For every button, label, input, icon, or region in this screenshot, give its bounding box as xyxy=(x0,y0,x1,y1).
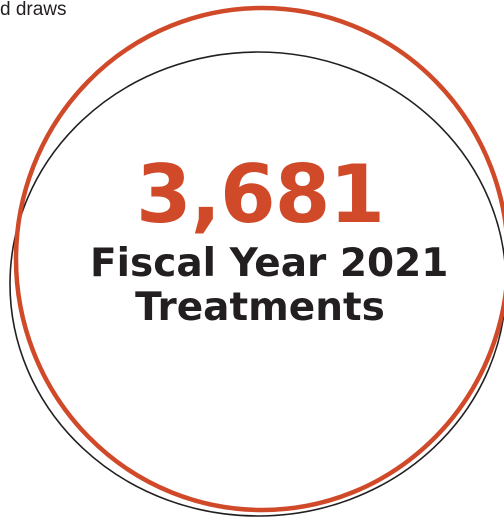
cropped-text-fragment: d draws xyxy=(0,0,67,20)
stat-label-line2: Treatments xyxy=(135,284,385,330)
stat-number: 3,681 xyxy=(135,148,385,241)
dark-outline-circle xyxy=(9,51,504,517)
stat-label-line1: Fiscal Year 2021 xyxy=(90,241,449,286)
stat-block: 3,681 Fiscal Year 2021 Treatments xyxy=(90,148,449,330)
accent-circle xyxy=(13,5,504,513)
